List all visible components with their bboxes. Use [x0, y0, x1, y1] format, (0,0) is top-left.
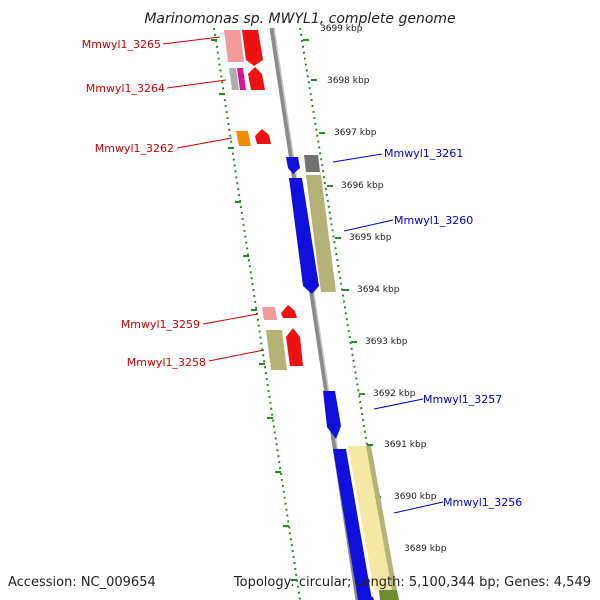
gene-3256-yellow-block[interactable] — [348, 446, 392, 590]
genome-stats-text: Topology: circular; Length: 5,100,344 bp… — [233, 575, 591, 590]
tick-label: 3699 kbp — [320, 24, 363, 34]
gene-label-3262[interactable]: Mmwyl1_3262 — [95, 142, 174, 155]
gene-3262-orange-block[interactable] — [236, 131, 251, 146]
gene-label-3265[interactable]: Mmwyl1_3265 — [82, 38, 161, 51]
gene-3256-green-block — [379, 590, 399, 600]
gene-labels: Mmwyl1_3265 Mmwyl1_3264 Mmwyl1_3262 Mmwy… — [82, 38, 523, 509]
tick-label: 3695 kbp — [349, 233, 392, 243]
accession-text: Accession: NC_009654 — [8, 575, 156, 590]
gene-label-3261[interactable]: Mmwyl1_3261 — [384, 147, 463, 160]
gene-label-3257[interactable]: Mmwyl1_3257 — [423, 393, 502, 406]
gene-label-3256[interactable]: Mmwyl1_3256 — [443, 496, 522, 509]
tick-label: 3692 kbp — [373, 389, 416, 399]
gene-3261-grey-block[interactable] — [304, 155, 320, 172]
gene-3265-arrow[interactable] — [242, 30, 263, 66]
kbp-tick-labels: 3699 kbp 3698 kbp 3697 kbp 3696 kbp 3695… — [320, 24, 447, 554]
gene-3260-olive-block[interactable] — [306, 175, 336, 292]
tick-label: 3693 kbp — [365, 337, 408, 347]
gene-label-3264[interactable]: Mmwyl1_3264 — [86, 82, 165, 95]
gene-label-3260[interactable]: Mmwyl1_3260 — [394, 214, 473, 227]
tick-label: 3696 kbp — [341, 181, 384, 191]
gene-label-3259[interactable]: Mmwyl1_3259 — [121, 318, 200, 331]
gene-3256-olive-edge[interactable] — [366, 446, 397, 590]
gene-3256-arrow[interactable] — [333, 449, 372, 600]
reverse-label-leaders — [332, 153, 444, 514]
reverse-strand-guide — [299, 27, 393, 600]
gene-3258-olive-block[interactable] — [266, 330, 287, 370]
gene-3259-arrow[interactable] — [281, 305, 297, 318]
gene-3261-arrow[interactable] — [286, 157, 300, 174]
gene-3260-arrow[interactable] — [289, 178, 319, 294]
gene-3264-arrow[interactable] — [248, 67, 265, 90]
tick-label: 3698 kbp — [327, 76, 370, 86]
forward-major-ticks — [211, 39, 297, 581]
tick-label: 3689 kbp — [404, 544, 447, 554]
gene-3262-arrow[interactable] — [255, 129, 271, 144]
gene-next-arrow — [363, 597, 374, 600]
gene-label-3258[interactable]: Mmwyl1_3258 — [127, 356, 206, 369]
tick-label: 3690 kbp — [394, 492, 437, 502]
forward-label-leaders — [162, 36, 265, 362]
tick-label: 3697 kbp — [334, 128, 377, 138]
gene-3264-magenta-block[interactable] — [237, 68, 246, 90]
gene-3265-cog-block[interactable] — [224, 30, 244, 62]
map-title: Marinomonas sp. MWYL1, complete genome — [144, 11, 455, 27]
gene-3264-grey-block[interactable] — [229, 68, 239, 90]
gene-3259-pink-block[interactable] — [262, 307, 277, 320]
tick-label: 3691 kbp — [384, 440, 427, 450]
gene-3257-arrow[interactable] — [323, 391, 341, 439]
tick-label: 3694 kbp — [357, 285, 400, 295]
gene-3258-arrow[interactable] — [286, 328, 303, 366]
